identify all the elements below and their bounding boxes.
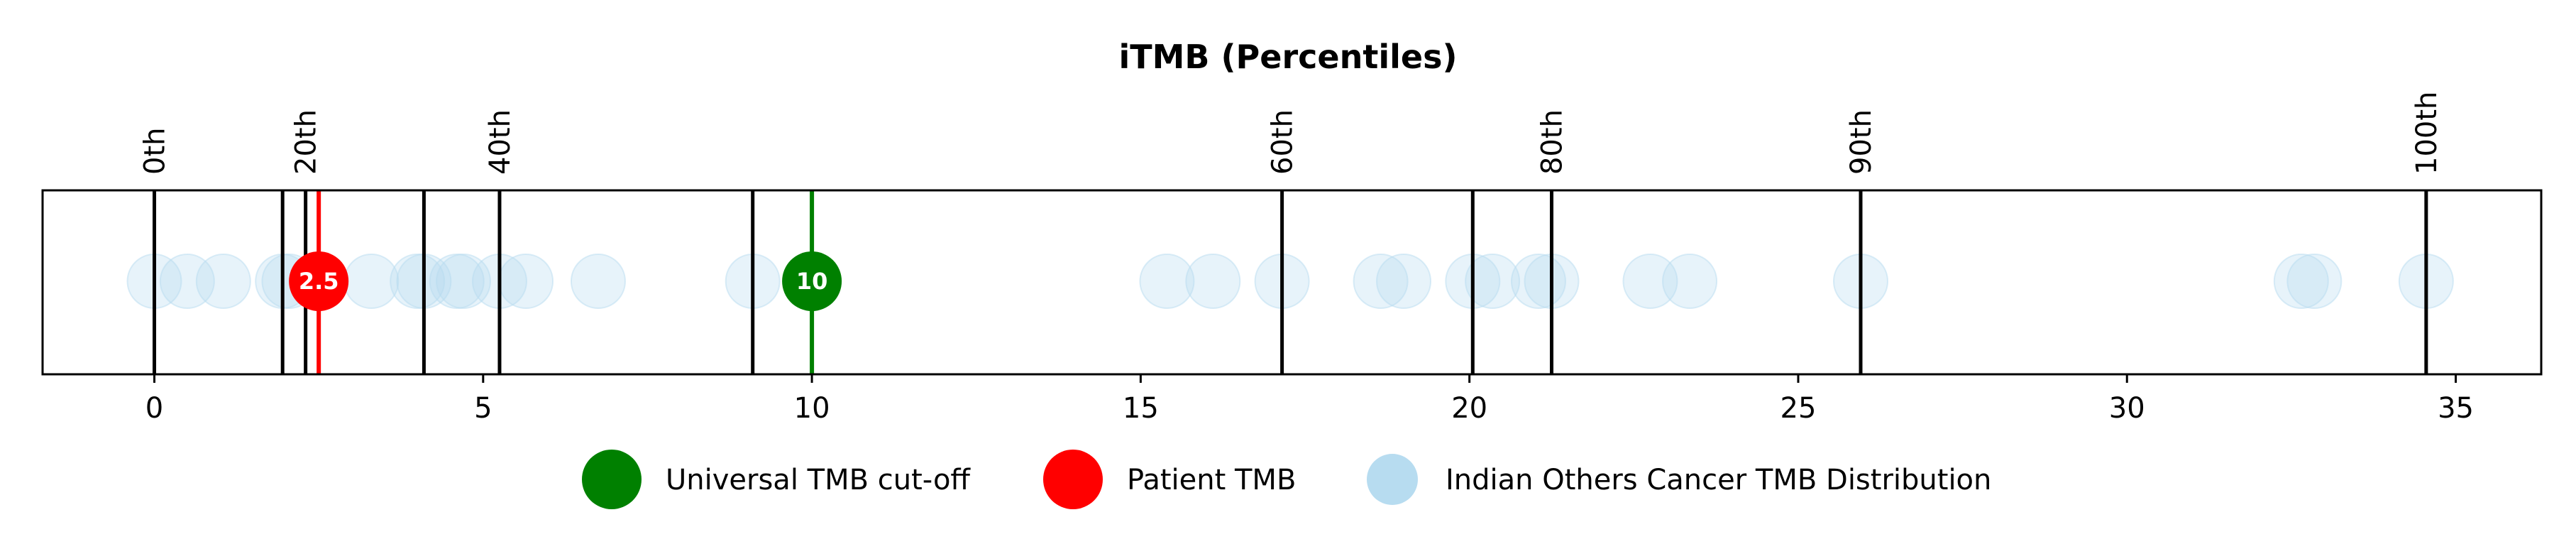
- distribution-point: [1353, 254, 1409, 309]
- plot-frame: [41, 189, 2543, 376]
- percentile-label: 100th: [2411, 92, 2443, 175]
- cutoff-value-label: 10: [796, 268, 828, 295]
- legend-item-distribution: Indian Others Cancer TMB Distribution: [1367, 454, 1991, 505]
- percentile-label: 0th: [139, 128, 172, 175]
- legend-cutoff-marker: [582, 450, 642, 509]
- percentile-label: 90th: [1845, 109, 1878, 175]
- distribution-point: [195, 254, 251, 309]
- chart-title: iTMB (Percentiles): [1119, 38, 1458, 76]
- distribution-point: [390, 254, 446, 309]
- x-axis: 0 5 10 15 20 25 30 35: [145, 374, 2474, 425]
- legend-distribution-label: Indian Others Cancer TMB Distribution: [1446, 464, 1991, 496]
- distribution-point: [2286, 254, 2343, 309]
- x-tick-label: 25: [1780, 392, 1817, 425]
- distribution-point: [1185, 254, 1241, 309]
- percentile-label: 80th: [1536, 109, 1568, 175]
- percentile-label: 60th: [1267, 109, 1299, 175]
- distribution-point: [1465, 254, 1521, 309]
- cutoff-marker: [782, 251, 842, 311]
- x-tick-label: 15: [1123, 392, 1159, 425]
- legend-patient-label: Patient TMB: [1127, 464, 1296, 496]
- markers-layer: 102.5: [289, 190, 842, 374]
- distribution-point: [1622, 254, 1678, 309]
- x-tick-label: 0: [145, 392, 163, 425]
- percentile-lines-layer: 0th 20th 40th 60th 80th 90th 100th: [139, 92, 2443, 374]
- legend: Universal TMB cut-off Patient TMB Indian…: [582, 450, 1991, 509]
- legend-distribution-marker: [1367, 454, 1418, 505]
- legend-item-cutoff: Universal TMB cut-off: [582, 450, 971, 509]
- distribution-point: [570, 254, 626, 309]
- distribution-point: [2273, 254, 2329, 309]
- x-tick-label: 20: [1451, 392, 1487, 425]
- distribution-point: [1376, 254, 1432, 309]
- distribution-point: [1139, 254, 1195, 309]
- distribution-point: [1662, 254, 1718, 309]
- legend-item-patient: Patient TMB: [1043, 450, 1296, 509]
- x-tick-label: 30: [2109, 392, 2145, 425]
- distribution-point: [498, 254, 554, 309]
- x-tick-label: 10: [794, 392, 830, 425]
- x-tick-label: 5: [474, 392, 492, 425]
- patient-marker: [289, 251, 349, 311]
- percentile-label: 40th: [484, 109, 517, 175]
- legend-patient-marker: [1043, 450, 1103, 509]
- distribution-layer: [126, 254, 2454, 309]
- legend-cutoff-label: Universal TMB cut-off: [666, 464, 971, 496]
- x-tick-label: 35: [2438, 392, 2474, 425]
- distribution-point: [429, 254, 485, 309]
- percentile-label: 20th: [290, 109, 323, 175]
- patient-value-label: 2.5: [299, 268, 339, 295]
